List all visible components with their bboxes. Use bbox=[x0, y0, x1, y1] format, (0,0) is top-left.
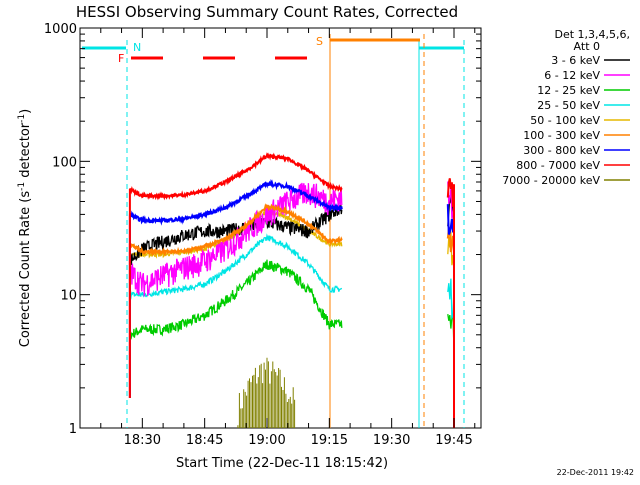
y-axis-label-sup-2: -1 bbox=[17, 114, 27, 123]
series-line-50-100-kev bbox=[129, 208, 455, 428]
series-layer bbox=[128, 152, 455, 428]
legend-label-0: 3 - 6 keV bbox=[551, 54, 600, 67]
y-tick-label-2: 100 bbox=[52, 155, 77, 170]
legend-label-5: 100 - 300 keV bbox=[523, 129, 600, 142]
legend-label-2: 12 - 25 keV bbox=[537, 84, 600, 97]
legend-header-detectors: Det 1,3,4,5,6, bbox=[554, 28, 630, 41]
y-tick-label-3: 1000 bbox=[44, 22, 77, 37]
flag-label-n: N bbox=[133, 41, 141, 54]
series-line-800-7000-kev bbox=[128, 152, 455, 428]
legend-label-7: 800 - 7000 keV bbox=[516, 159, 600, 172]
y-tick-label-1: 10 bbox=[60, 289, 77, 304]
flag-label-s: S bbox=[316, 35, 323, 48]
timestamp-footer: 22-Dec-2011 19:42 bbox=[557, 468, 634, 477]
y-axis-label-sup-1: -1 bbox=[17, 182, 27, 191]
y-axis-label: Corrected Count Rate (s-1 detector-1) bbox=[17, 109, 33, 347]
x-tick-label-3: 19:15 bbox=[311, 433, 348, 448]
y-axis-label-end: ) bbox=[18, 109, 33, 114]
legend-header-attenuator: Att 0 bbox=[574, 40, 600, 53]
chart-title: HESSI Observing Summary Count Rates, Cor… bbox=[76, 3, 458, 21]
series-line-12-25-kev bbox=[129, 259, 455, 428]
x-tick-label-1: 18:45 bbox=[186, 433, 223, 448]
legend-label-3: 25 - 50 keV bbox=[537, 99, 600, 112]
x-tick-label-4: 19:30 bbox=[373, 433, 410, 448]
y-axis-label-mid: detector bbox=[18, 122, 33, 182]
y-tick-label-0: 1 bbox=[69, 422, 77, 437]
axis-ticks: 18:30 18:45 19:00 19:15 19:30 19:45 1 10 100 1000 bbox=[44, 22, 481, 448]
x-tick-label-0: 18:30 bbox=[124, 433, 161, 448]
legend: Det 1,3,4,5,6,Att 03 - 6 keV 6 - 12 keV 12… bbox=[502, 28, 630, 187]
legend-label-6: 300 - 800 keV bbox=[523, 144, 600, 157]
legend-label-8: 7000 - 20000 keV bbox=[502, 174, 600, 187]
x-tick-label-2: 19:00 bbox=[248, 433, 285, 448]
series-line-3-6-kev bbox=[129, 195, 455, 428]
legend-label-1: 6 - 12 keV bbox=[544, 69, 600, 82]
x-tick-label-5: 19:45 bbox=[435, 433, 472, 448]
flag-lines: NF S bbox=[82, 34, 465, 428]
x-axis-label: Start Time (22-Dec-11 18:15:42) bbox=[176, 456, 388, 471]
legend-label-4: 50 - 100 keV bbox=[530, 114, 600, 127]
y-axis-label-main: Corrected Count Rate (s bbox=[18, 191, 33, 348]
flag-label-f: F bbox=[118, 52, 124, 65]
series-line-7000-20000-kev bbox=[237, 357, 296, 428]
